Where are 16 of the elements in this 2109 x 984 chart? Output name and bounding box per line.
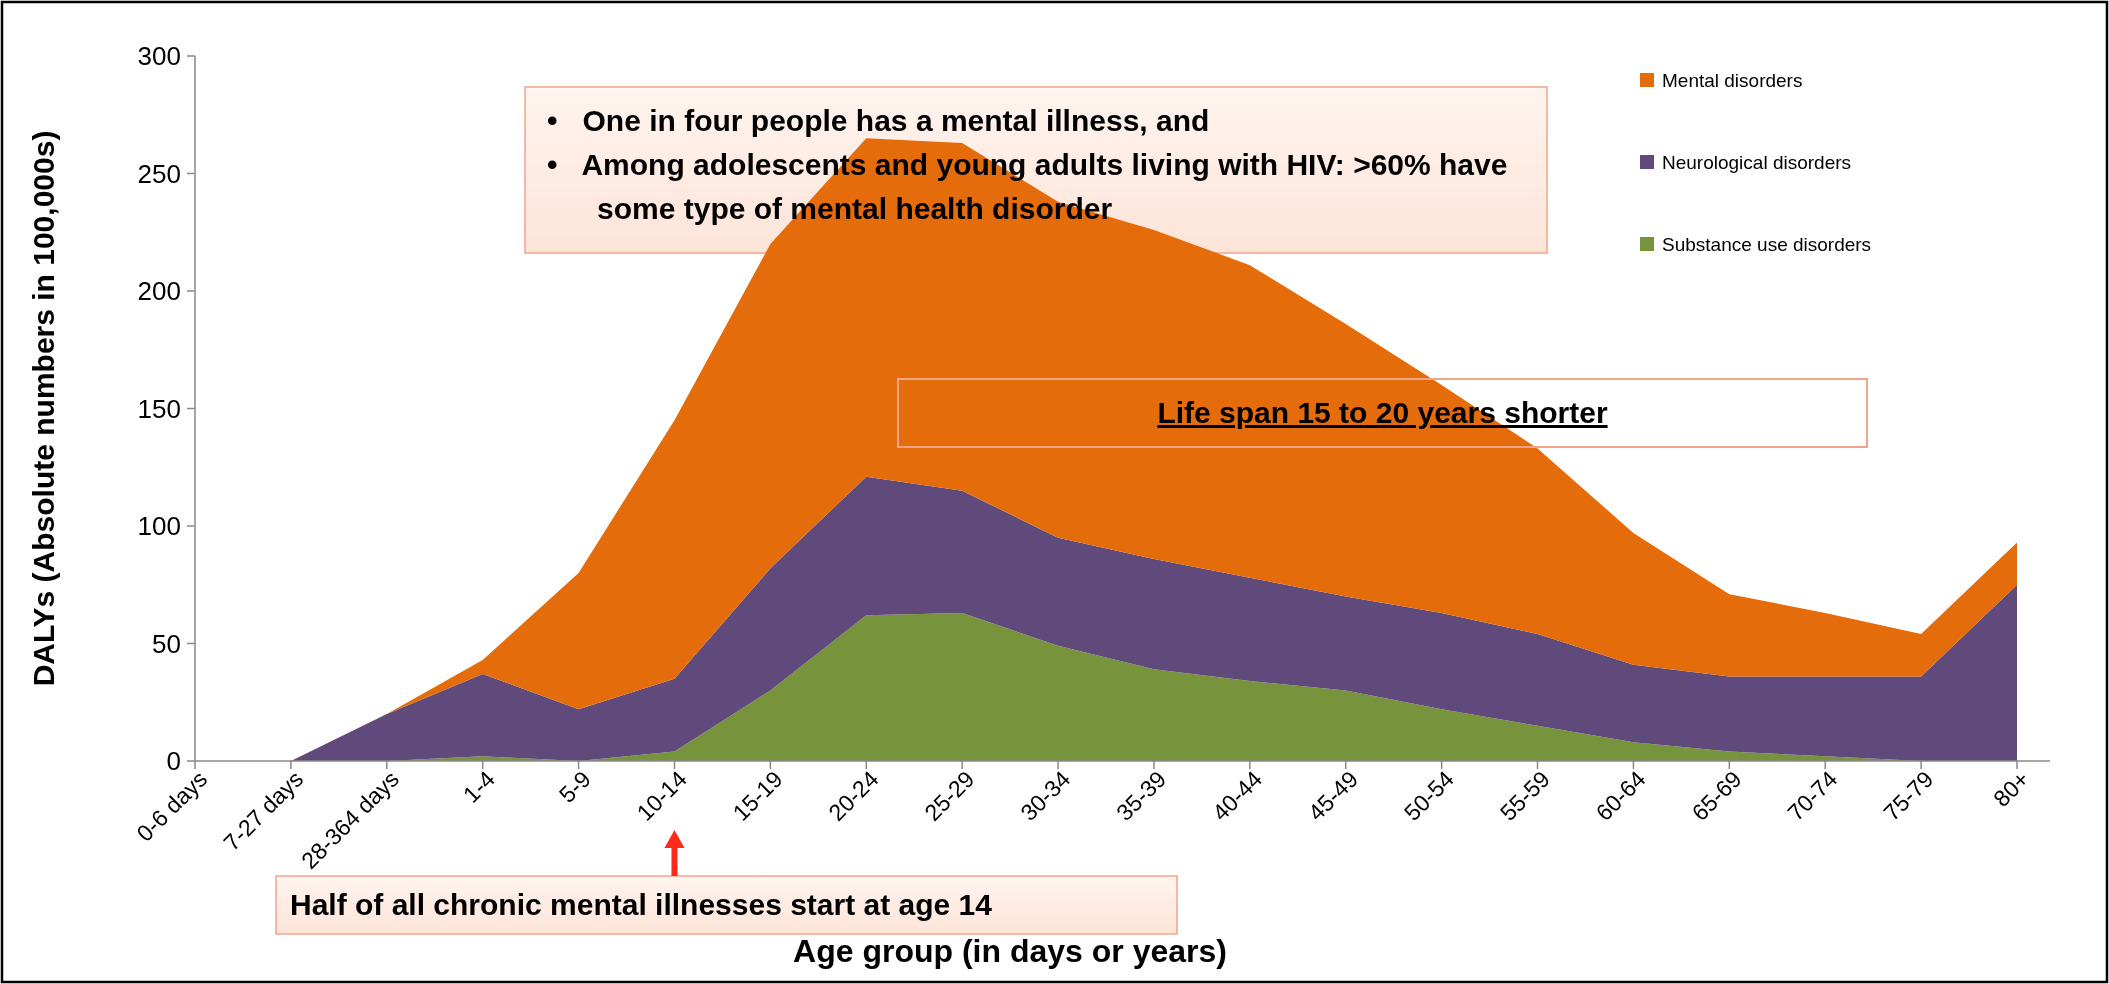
- y-tick-label: 50: [152, 628, 181, 659]
- legend-label: Substance use disorders: [1662, 233, 1872, 255]
- y-axis-title: DALYs (Absolute numbers in 100,000s): [27, 130, 60, 687]
- y-tick-label: 250: [137, 158, 181, 189]
- y-tick-label: 200: [137, 276, 181, 307]
- x-tick-label: 80+: [1988, 765, 2035, 812]
- annotation: • One in four people has a mental illness, and: [547, 103, 1211, 139]
- y-tick-label: 150: [137, 393, 181, 424]
- legend-label: Mental disorders: [1662, 69, 1803, 91]
- y-tick-label: 0: [166, 746, 181, 777]
- x-tick-label: 5-9: [553, 765, 596, 808]
- y-tick-label: 100: [137, 511, 181, 542]
- legend-label: Neurological disorders: [1662, 151, 1852, 173]
- x-tick-label: 1-4: [458, 765, 501, 808]
- x-axis-title: Age group (in days or years): [793, 933, 1227, 969]
- y-tick-label: 300: [137, 41, 181, 72]
